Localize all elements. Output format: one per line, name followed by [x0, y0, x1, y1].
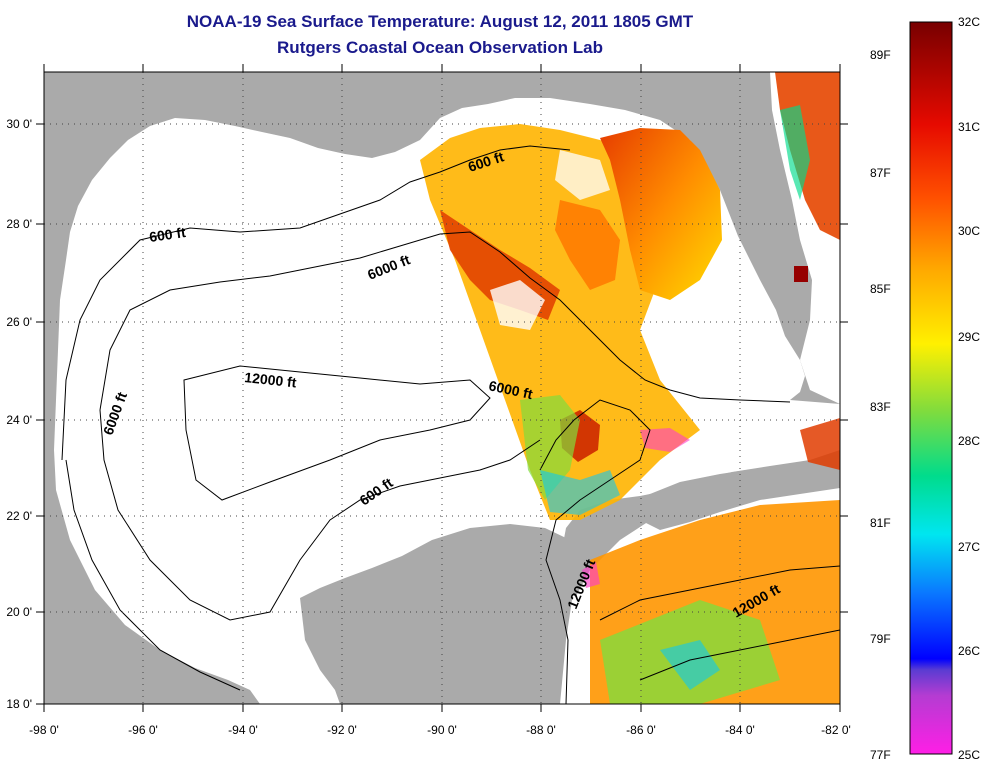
colorbar-celsius-label: 27C — [958, 540, 981, 554]
y-tick-label: 30 0' — [6, 117, 32, 131]
y-tick-label: 20 0' — [6, 605, 32, 619]
colorbar-celsius-label: 32C — [958, 15, 981, 29]
colorbar-fahrenheit-label: 83F — [870, 400, 891, 414]
x-tick-label: -86 0' — [626, 723, 656, 737]
x-tick-label: -88 0' — [526, 723, 556, 737]
y-tick-label: 24 0' — [6, 413, 32, 427]
contour-label: 600 ft — [148, 224, 187, 245]
temperature-colorbar — [909, 21, 953, 755]
colorbar-celsius-label: 25C — [958, 748, 981, 762]
colorbar-celsius-label: 31C — [958, 120, 981, 134]
x-tick-label: -96 0' — [128, 723, 158, 737]
x-tick-label: -94 0' — [228, 723, 258, 737]
x-tick-label: -92 0' — [327, 723, 357, 737]
colorbar-fahrenheit-label: 85F — [870, 282, 891, 296]
x-tick-label: -82 0' — [821, 723, 851, 737]
colorbar-celsius-label: 30C — [958, 224, 981, 238]
x-tick-label: -90 0' — [427, 723, 457, 737]
colorbar-celsius-label: 29C — [958, 330, 981, 344]
colorbar-celsius-label: 26C — [958, 644, 981, 658]
contour-label: 12000 ft — [244, 369, 298, 390]
bathymetry-contours — [61, 145, 840, 704]
x-tick-label: -84 0' — [725, 723, 755, 737]
colorbar-fahrenheit-label: 77F — [870, 748, 891, 762]
sst-atlantic — [775, 72, 840, 282]
colorbar-fahrenheit-label: 89F — [870, 48, 891, 62]
sst-florida-coast — [600, 128, 722, 300]
map-subtitle: Rutgers Coastal Ocean Observation Lab — [277, 38, 603, 57]
colorbar-fahrenheit-label: 79F — [870, 632, 891, 646]
map-title: NOAA-19 Sea Surface Temperature: August … — [186, 12, 694, 31]
tick-marks — [36, 64, 848, 712]
graticule — [44, 72, 840, 704]
colorbar-fahrenheit-label: 87F — [870, 166, 891, 180]
y-tick-label: 28 0' — [6, 217, 32, 231]
yucatan-peninsula — [300, 524, 574, 704]
y-tick-label: 26 0' — [6, 315, 32, 329]
colorbar-fahrenheit-label: 81F — [870, 516, 891, 530]
x-tick-label: -98 0' — [29, 723, 59, 737]
sst-caribbean — [582, 418, 840, 704]
y-tick-label: 18 0' — [6, 697, 32, 711]
y-tick-label: 22 0' — [6, 509, 32, 523]
colorbar-celsius-label: 28C — [958, 434, 981, 448]
